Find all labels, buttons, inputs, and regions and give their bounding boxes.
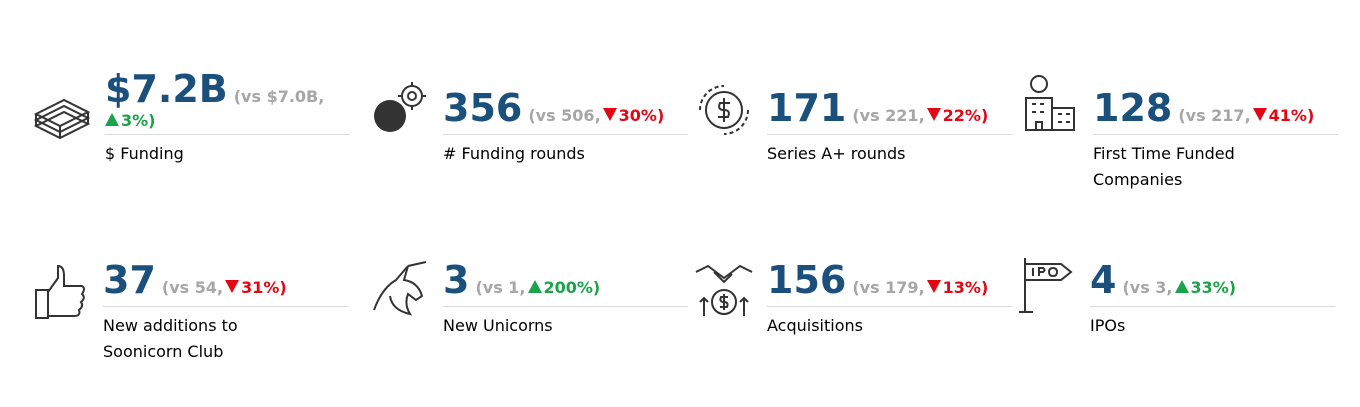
headline: 171 (vs 221, 22%) xyxy=(767,56,1012,135)
stat-value: 37 xyxy=(103,258,156,302)
headline: 3 (vs 1, 200%) xyxy=(443,250,688,307)
comparison: (vs $7.0B, xyxy=(233,87,325,106)
change-value: 33%) xyxy=(1190,278,1237,297)
comparison: (vs 54, xyxy=(161,278,224,297)
change-value: 3%) xyxy=(121,111,156,130)
stat-text: 128 (vs 217, 41%) First Time Funded Compani… xyxy=(1093,56,1338,193)
headline-line: 37 (vs 54, 31%) xyxy=(103,258,348,302)
stat-label: Series A+ rounds xyxy=(767,144,906,163)
stat-value: 128 xyxy=(1093,86,1173,130)
comparison: (vs 3, xyxy=(1122,278,1173,297)
headline-line: 156 (vs 179, 13%) xyxy=(767,258,1012,302)
headline-line: 4 (vs 3, 33%) xyxy=(1090,258,1335,302)
icon xyxy=(1019,258,1073,313)
comparison: (vs 217, xyxy=(1178,106,1251,125)
change-value: 31%) xyxy=(241,278,287,297)
stat-value: $7.2B xyxy=(105,67,228,111)
change: 200%) xyxy=(527,278,601,297)
comparison: (vs 506, xyxy=(528,106,601,125)
trend-arrow xyxy=(225,280,240,293)
stat-text: $7.2B (vs $7.0B, 3%) $ Funding xyxy=(105,56,350,167)
icon xyxy=(1025,75,1075,131)
icon xyxy=(699,85,749,135)
headline: $7.2B (vs $7.0B, 3%) xyxy=(105,56,350,135)
headline-line: 171 (vs 221, 22%) xyxy=(767,86,1012,130)
stat-label: Acquisitions xyxy=(767,316,863,335)
stat-label: New additions to Soonicorn Club xyxy=(103,316,238,361)
headline: 4 (vs 3, 33%) xyxy=(1090,250,1335,307)
stat-label: IPOs xyxy=(1090,316,1126,335)
icon xyxy=(373,261,427,316)
trend-arrow xyxy=(602,108,617,121)
headline: 356 (vs 506, 30%) xyxy=(443,56,688,135)
stat-text: 171 (vs 221, 22%) Series A+ rounds xyxy=(767,56,1012,167)
headline-line: 3%) xyxy=(105,111,350,130)
comparison: (vs 179, xyxy=(852,278,925,297)
stat-text: 37 (vs 54, 31%) New additions to Soonicorn … xyxy=(103,250,348,365)
stat-text: 4 (vs 3, 33%) IPOs xyxy=(1090,250,1335,339)
headline-line: 356 (vs 506, 30%) xyxy=(443,86,688,130)
stat-label: New Unicorns xyxy=(443,316,553,335)
change-value: 30%) xyxy=(618,106,665,125)
stat-label: $ Funding xyxy=(105,144,184,163)
stat-value: 171 xyxy=(767,86,847,130)
headline-line: $7.2B (vs $7.0B, xyxy=(105,67,350,111)
change: 13%) xyxy=(926,278,989,297)
change: 3%) xyxy=(105,111,155,130)
change-value: 13%) xyxy=(942,278,989,297)
change: 30%) xyxy=(602,106,665,125)
stat-value: 156 xyxy=(767,258,847,302)
trend-arrow xyxy=(527,280,542,293)
trend-arrow xyxy=(1252,108,1267,121)
trend-arrow xyxy=(926,108,941,121)
trend-arrow xyxy=(1174,280,1189,293)
change-value: 22%) xyxy=(942,106,989,125)
stat-value: 3 xyxy=(443,258,470,302)
change-value: 200%) xyxy=(543,278,601,297)
headline-line: 128 (vs 217, 41%) xyxy=(1093,86,1338,130)
headline: 128 (vs 217, 41%) xyxy=(1093,56,1338,135)
icon xyxy=(374,82,426,132)
comparison: (vs 1, xyxy=(475,278,526,297)
trend-arrow xyxy=(926,280,941,293)
stat-label: # Funding rounds xyxy=(443,144,585,163)
comparison: (vs 221, xyxy=(852,106,925,125)
icon xyxy=(33,98,91,140)
headline: 37 (vs 54, 31%) xyxy=(103,250,348,307)
stat-text: 156 (vs 179, 13%) Acquisitions xyxy=(767,250,1012,339)
trend-arrow xyxy=(105,113,119,126)
headline-line: 3 (vs 1, 200%) xyxy=(443,258,688,302)
change: 31%) xyxy=(225,278,287,297)
stat-text: 3 (vs 1, 200%) New Unicorns xyxy=(443,250,688,339)
stat-value: 356 xyxy=(443,86,523,130)
stat-label: First Time Funded Companies xyxy=(1093,144,1235,189)
headline: 156 (vs 179, 13%) xyxy=(767,250,1012,307)
icon xyxy=(695,264,753,316)
stat-value: 4 xyxy=(1090,258,1117,302)
change: 41%) xyxy=(1252,106,1315,125)
icon xyxy=(35,264,85,319)
change-value: 41%) xyxy=(1268,106,1315,125)
change: 22%) xyxy=(926,106,989,125)
stat-text: 356 (vs 506, 30%) # Funding rounds xyxy=(443,56,688,167)
change: 33%) xyxy=(1174,278,1237,297)
